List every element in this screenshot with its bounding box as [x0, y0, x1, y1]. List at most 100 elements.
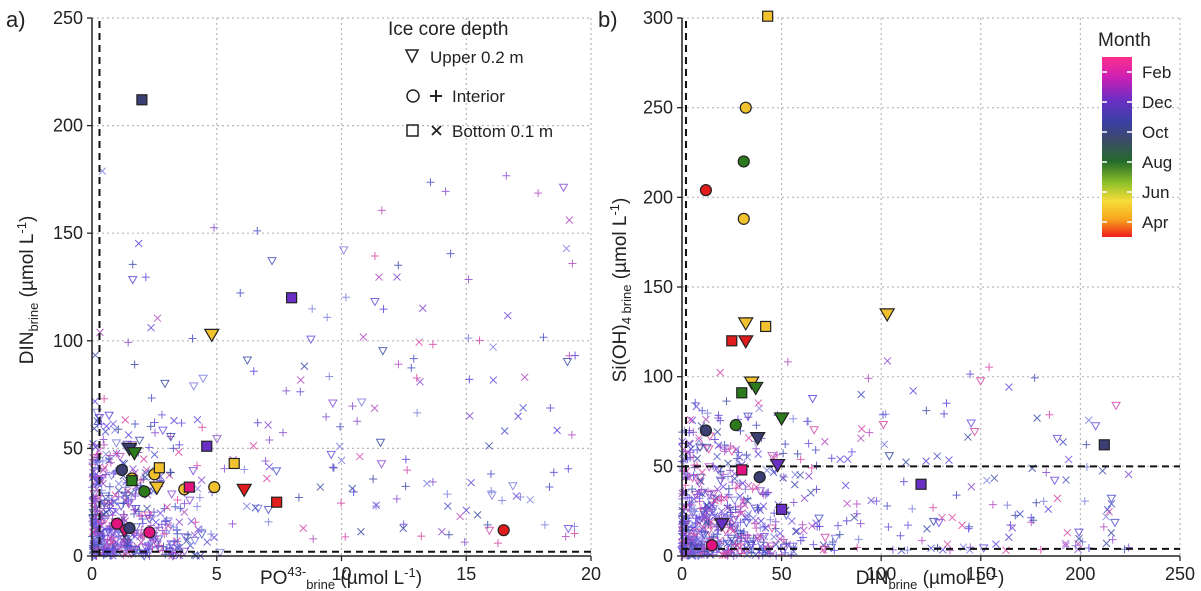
background-point [933, 452, 942, 461]
background-point [184, 496, 195, 506]
background-point [734, 533, 743, 542]
background-point [983, 476, 991, 485]
bottom-point [775, 503, 788, 515]
background-point [399, 524, 408, 533]
background-point [300, 362, 309, 371]
background-point [253, 418, 262, 427]
depth-legend-bottom: Bottom 0.1 m [452, 122, 553, 141]
x-tick-label: 0 [677, 564, 687, 584]
background-point [811, 446, 820, 455]
background-point [336, 422, 345, 431]
background-point [112, 507, 120, 516]
background-point [96, 514, 105, 523]
background-point [104, 525, 113, 534]
panel-b-highlighted-points [699, 10, 1110, 552]
y-tick-label: 50 [653, 456, 673, 476]
background-point [120, 510, 129, 519]
background-point [767, 452, 777, 461]
background-point [487, 491, 497, 501]
bottom-point [760, 320, 772, 333]
background-point [323, 313, 332, 322]
background-point [804, 439, 813, 448]
bottom-point [915, 478, 927, 490]
background-point [738, 479, 747, 488]
background-point [835, 530, 844, 539]
background-point [779, 474, 788, 482]
background-point [1004, 533, 1013, 542]
background-point [88, 462, 99, 471]
background-point [369, 475, 378, 484]
background-point [952, 491, 961, 500]
background-point [938, 513, 946, 522]
background-point [372, 502, 381, 511]
background-point [188, 334, 197, 343]
background-point [100, 394, 109, 403]
background-point [99, 435, 108, 444]
background-point [375, 273, 383, 281]
background-point [807, 463, 816, 472]
background-point [688, 416, 697, 425]
interior-point [110, 517, 124, 530]
interior-point [737, 212, 750, 225]
month-tick-label: Jun [1142, 183, 1169, 202]
background-point [117, 538, 126, 547]
background-point [1049, 476, 1060, 486]
background-point [210, 223, 219, 232]
background-point [188, 467, 199, 476]
background-point [136, 531, 145, 540]
background-point [370, 298, 380, 307]
background-point [94, 540, 103, 549]
bottom-point [228, 457, 240, 470]
background-point [909, 386, 918, 395]
background-point [526, 495, 535, 504]
background-point [546, 403, 555, 412]
background-point [91, 351, 100, 360]
background-point [441, 187, 450, 196]
background-point [742, 515, 751, 523]
background-point [733, 454, 742, 463]
background-point [787, 517, 796, 525]
background-point [696, 477, 705, 486]
panel-a-grid [92, 17, 592, 556]
background-point [842, 516, 851, 525]
background-point [475, 336, 484, 345]
background-point [197, 525, 206, 534]
background-point [852, 509, 861, 518]
background-point [370, 404, 379, 413]
background-point [172, 526, 181, 535]
interior-point [737, 155, 750, 168]
panel-b: b) 0 50 100 150 200 250 0 50 100 150 200 250 300 Si(… [598, 7, 1195, 591]
background-point [881, 410, 890, 419]
background-point [341, 532, 350, 541]
background-point [779, 535, 788, 544]
background-point [337, 499, 346, 508]
background-point [796, 471, 805, 479]
background-point [99, 545, 108, 554]
background-point [923, 525, 931, 533]
background-point [249, 441, 258, 450]
background-point [263, 505, 274, 515]
background-point [731, 540, 740, 549]
background-point [706, 522, 715, 531]
background-point [129, 465, 137, 473]
background-point [690, 461, 699, 470]
background-point [203, 538, 212, 546]
interior-point [138, 485, 151, 498]
background-point [945, 456, 953, 464]
background-point [726, 508, 735, 517]
background-point [922, 406, 931, 415]
background-point [341, 293, 350, 302]
background-point [107, 527, 118, 537]
panel-a-background-points [88, 167, 580, 561]
background-point [104, 411, 114, 421]
background-point [163, 517, 173, 527]
background-point [698, 468, 707, 477]
background-point [690, 528, 701, 537]
background-point [565, 351, 574, 360]
background-point [793, 449, 802, 458]
background-point [908, 504, 917, 513]
background-point [89, 528, 97, 536]
background-point [519, 403, 527, 412]
background-point [138, 519, 147, 528]
background-point [883, 357, 892, 365]
